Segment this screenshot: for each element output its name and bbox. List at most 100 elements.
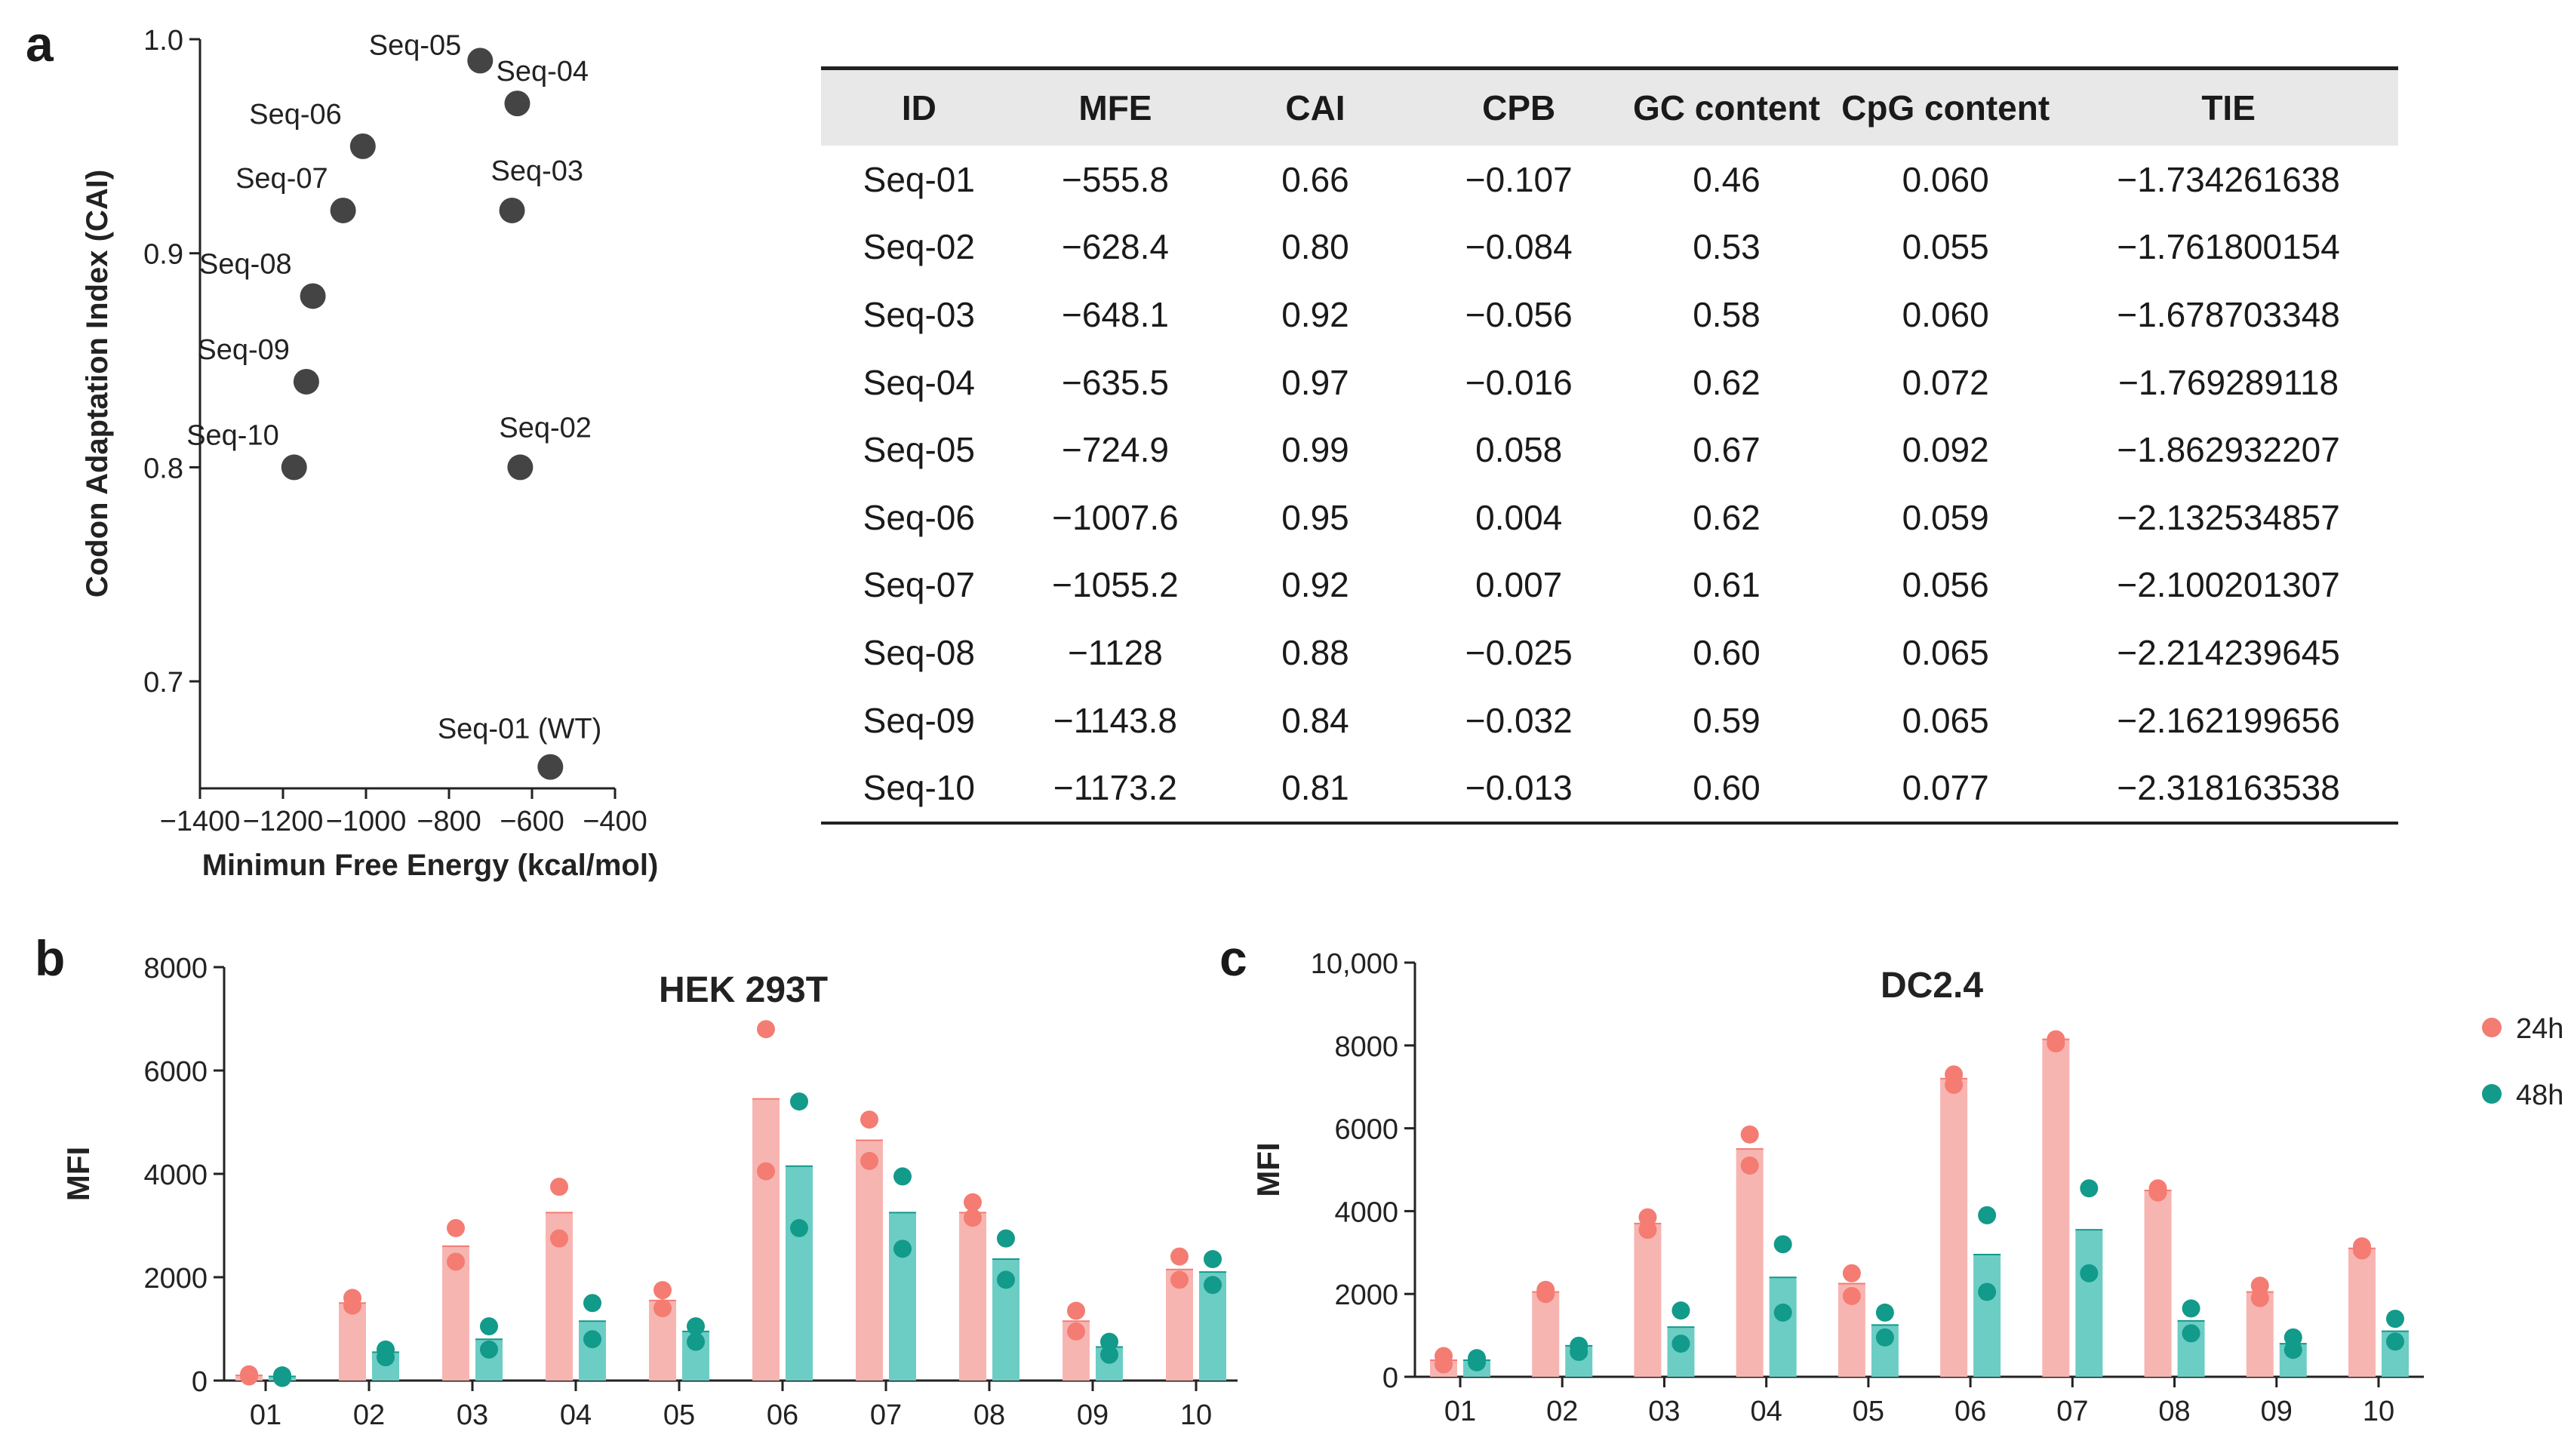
replicate-dot-24h: [2148, 1179, 2167, 1198]
y-tick-label: 8000: [143, 953, 208, 984]
replicate-dot-48h: [480, 1340, 498, 1359]
bar-48h: [786, 1166, 813, 1381]
panel-label-a: a: [26, 16, 54, 72]
table-cell: Seq-02: [863, 227, 975, 267]
bar-24h: [2144, 1190, 2172, 1377]
column-header: CpG content: [1832, 66, 2059, 146]
replicate-dot-48h: [893, 1167, 912, 1186]
table-cell: 0.077: [1832, 754, 2059, 825]
replicate-dot-48h: [2182, 1299, 2200, 1318]
replicate-dot-24h: [1067, 1301, 1085, 1320]
x-tick-label: 04: [560, 1399, 592, 1431]
replicate-dot-24h: [2250, 1289, 2269, 1307]
replicate-dot-24h: [447, 1252, 465, 1271]
table-cell: −724.9: [1061, 430, 1169, 470]
table-row: Seq-08 −1128 0.88 −0.025 0.60 0.065 −2.2142396…: [821, 619, 2398, 687]
replicate-dot-48h: [1204, 1250, 1222, 1269]
replicate-dot-24h: [1067, 1322, 1085, 1341]
table-cell: −0.013: [1416, 754, 1621, 825]
data-point: [293, 368, 319, 395]
data-point: [300, 283, 326, 309]
column-header: CPB: [1416, 66, 1621, 146]
table-cell: Seq-01: [863, 159, 975, 199]
bar-24h: [339, 1303, 366, 1381]
legend-label: 48h: [2516, 1080, 2563, 1111]
table-row: Seq-09 −1143.8 0.84 −0.032 0.59 0.065 −2.16219…: [821, 687, 2398, 754]
y-tick-label: 4000: [143, 1160, 208, 1191]
replicate-dot-48h: [1978, 1206, 1997, 1224]
bar-24h: [1532, 1292, 1560, 1377]
data-point: [537, 754, 564, 780]
y-axis-title: Codon Adaptation Index (CAI): [81, 170, 114, 597]
table-cell: 0.58: [1693, 294, 1761, 334]
panel-label-c: c: [1219, 930, 1247, 986]
y-tick-label: 0.7: [143, 667, 183, 699]
replicate-dot-48h: [583, 1294, 601, 1313]
bar-24h: [1634, 1223, 1662, 1377]
x-tick-label: −1400: [160, 806, 241, 837]
table-cell: 0.99: [1281, 430, 1349, 470]
x-tick-label: 03: [1648, 1396, 1680, 1427]
replicate-dot-24h: [2250, 1276, 2269, 1295]
replicate-dot-24h: [1638, 1208, 1657, 1227]
table-cell: −0.084: [1465, 227, 1573, 267]
table-cell: −0.032: [1465, 700, 1573, 740]
y-tick-label: 6000: [143, 1056, 208, 1088]
table-cell: 0.92: [1281, 565, 1349, 605]
x-axis-title: Minimun Free Energy (kcal/mol): [202, 849, 659, 882]
replicate-dot-24h: [1740, 1157, 1759, 1175]
x-tick-label: 02: [353, 1399, 385, 1431]
table-cell: −628.4: [1061, 227, 1169, 267]
replicate-dot-24h: [1842, 1264, 1861, 1282]
table-cell: Seq-06: [863, 497, 975, 537]
table-cell: 0.059: [1902, 497, 1989, 537]
replicate-dot-24h: [964, 1193, 982, 1212]
table-cell: Seq-07: [863, 565, 975, 605]
replicate-dot-48h: [2386, 1310, 2404, 1329]
table-cell: −1.734261638: [2117, 159, 2340, 199]
data-point: [349, 133, 376, 159]
table-cell: −635.5: [1061, 362, 1169, 402]
table-cell: −0.056: [1465, 294, 1573, 334]
bar-24h: [2042, 1039, 2070, 1377]
table-cell: 0.84: [1281, 700, 1349, 740]
replicate-dot-48h: [377, 1340, 395, 1359]
table-row: Seq-03 −648.1 0.92 −0.056 0.58 0.060 −1.678703…: [821, 281, 2398, 349]
data-point: [281, 454, 307, 481]
point-label: Seq-06: [249, 99, 342, 131]
table-cell: 0.67: [1693, 430, 1761, 470]
y-axis-title: MFI: [60, 1147, 96, 1201]
table-cell: 0.46: [1693, 159, 1761, 199]
x-tick-label: 09: [2261, 1396, 2293, 1427]
table-row: Seq-10 −1173.2 0.81 −0.013 0.60 0.077 −2.31816…: [821, 754, 2398, 825]
table-cell: 0.61: [1693, 565, 1761, 605]
replicate-dot-24h: [757, 1020, 775, 1039]
replicate-dot-48h: [1100, 1332, 1118, 1351]
table-cell: −1128: [1068, 632, 1163, 672]
table-cell: −0.025: [1465, 632, 1573, 672]
table-cell: 0.59: [1693, 700, 1761, 740]
table-cell: −2.132534857: [2117, 497, 2340, 537]
table-cell: −2.162199656: [2117, 700, 2340, 740]
table-row: Seq-01 −555.8 0.66 −0.107 0.46 0.060 −1.734261…: [821, 146, 2398, 213]
table-cell: 0.056: [1902, 565, 1989, 605]
replicate-dot-48h: [687, 1317, 705, 1336]
bar-chart-hek293t: 0 2000 4000 6000 8000 MFI HEK 293T 01 02 03 04 05 06…: [60, 953, 1238, 1431]
replicate-dot-48h: [1875, 1303, 1894, 1322]
x-tick-label: 08: [2158, 1396, 2190, 1427]
x-tick-label: 06: [767, 1399, 798, 1431]
replicate-dot-24h: [964, 1209, 982, 1227]
replicate-dot-48h: [790, 1218, 808, 1237]
x-tick-label: 07: [2056, 1396, 2088, 1427]
table-cell: Seq-10: [821, 754, 1017, 825]
bar-48h: [2075, 1230, 2103, 1377]
table-row: Seq-02 −628.4 0.80 −0.084 0.53 0.055 −1.761800…: [821, 213, 2398, 281]
x-tick-label: −800: [417, 806, 481, 837]
replicate-dot-24h: [1536, 1280, 1555, 1299]
table-cell: 0.81: [1213, 754, 1417, 825]
replicate-dot-48h: [893, 1239, 912, 1258]
table-cell: Seq-08: [863, 632, 975, 672]
x-tick-label: 02: [1546, 1396, 1578, 1427]
x-tick-label: 01: [1444, 1396, 1476, 1427]
replicate-dot-48h: [790, 1092, 808, 1111]
